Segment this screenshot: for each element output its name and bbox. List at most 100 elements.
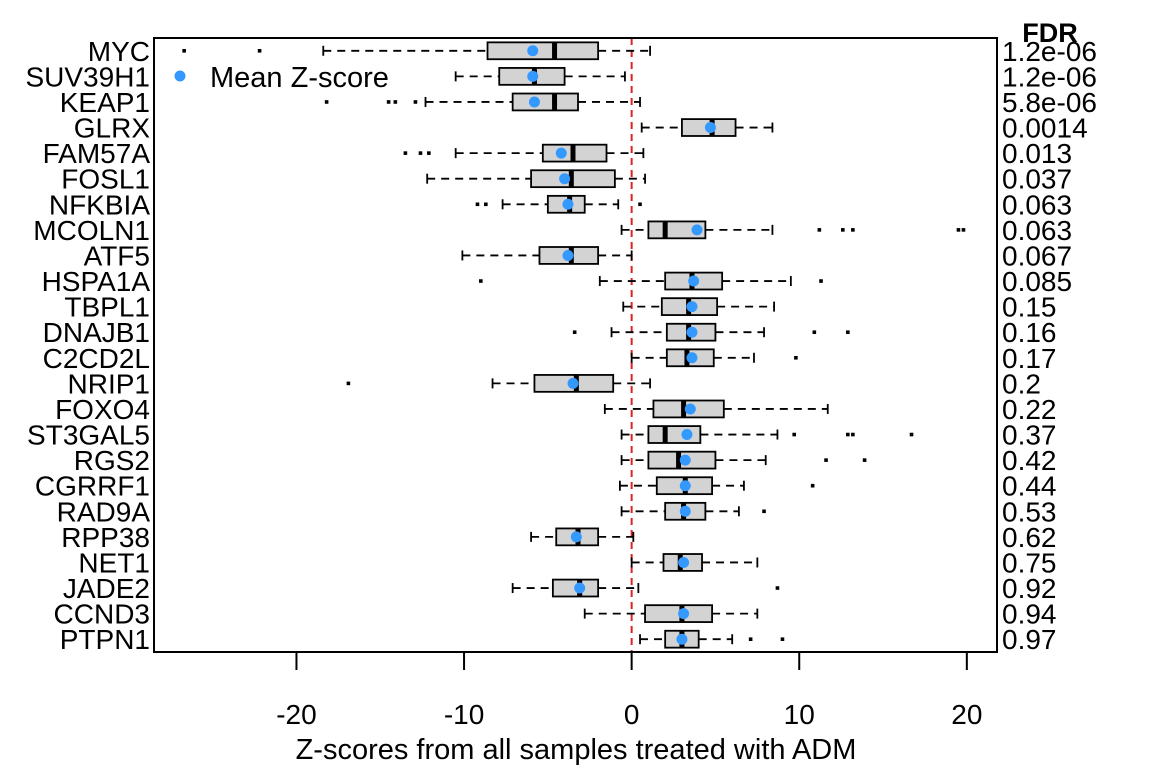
gene-label: TBPL1 [64, 292, 150, 323]
mean-point [562, 249, 574, 261]
box-c2cd2l [630, 348, 798, 368]
fdr-value: 1.2e-06 [1002, 61, 1097, 92]
fdr-value: 0.44 [1002, 471, 1057, 502]
outlier-point [413, 100, 418, 104]
mean-point [555, 147, 567, 159]
outlier-point [824, 458, 828, 462]
fdr-value: 0.037 [1002, 164, 1072, 195]
gene-label: ST3GAL5 [27, 420, 150, 451]
fdr-value: 0.085 [1002, 266, 1072, 297]
mean-point [567, 377, 579, 389]
outlier-point [762, 509, 766, 514]
x-tick-label: -10 [444, 699, 484, 730]
mean-point [686, 301, 698, 313]
gene-label: MCOLN1 [33, 215, 150, 246]
box-jade2 [511, 578, 780, 598]
box-keap1 [324, 92, 641, 112]
mean-point [562, 198, 574, 210]
fdr-value: 0.42 [1002, 445, 1057, 476]
outlier-point [846, 330, 850, 335]
outlier-point [257, 48, 262, 53]
mean-point [688, 275, 700, 287]
outlier-point [386, 100, 391, 104]
outlier-point [794, 355, 798, 360]
fdr-value: 0.067 [1002, 240, 1072, 271]
gene-label: GLRX [74, 113, 151, 144]
fdr-value: 0.17 [1002, 343, 1057, 374]
fdr-value: 0.75 [1002, 547, 1057, 578]
iqr-box [647, 425, 702, 444]
mean-point [681, 429, 693, 441]
outlier-point [851, 432, 855, 437]
box-hspa1a [479, 271, 823, 291]
mean-point [678, 608, 690, 620]
gene-label: HSPA1A [42, 266, 151, 297]
outlier-point [324, 100, 329, 104]
gene-label: JADE2 [63, 573, 150, 604]
outlier-point [846, 432, 850, 437]
gene-label: RGS2 [74, 445, 150, 476]
gene-label: SUV39H1 [25, 61, 150, 92]
mean-point [570, 531, 582, 543]
mean-point [679, 454, 691, 466]
outlier-point [956, 228, 961, 232]
box-glrx [640, 118, 774, 137]
mean-point [686, 326, 698, 338]
fdr-value: 0.063 [1002, 215, 1072, 246]
mean-point [686, 352, 698, 364]
gene-label: CCND3 [54, 599, 150, 630]
outlier-point [961, 228, 966, 232]
legend-label: Mean Z-score [210, 62, 389, 94]
fdr-value: 5.8e-06 [1002, 87, 1097, 118]
x-tick-label: 20 [951, 699, 982, 730]
outlier-point [638, 202, 642, 207]
fdr-value: 0.97 [1002, 624, 1057, 655]
gene-label: KEAP1 [60, 87, 150, 118]
fdr-value: 0.53 [1002, 496, 1057, 527]
outlier-point [182, 48, 186, 53]
mean-point [679, 505, 691, 517]
outlier-point [812, 330, 817, 335]
box-rad9a [620, 501, 766, 521]
fdr-value: 0.0014 [1002, 113, 1088, 144]
fdr-value: 0.16 [1002, 317, 1057, 348]
box-net1 [630, 553, 759, 572]
box-atf5 [461, 246, 633, 265]
fdr-value: 0.92 [1002, 573, 1057, 604]
plot-frame [153, 37, 998, 653]
gene-label: MYC [88, 36, 150, 67]
fdr-labels: 1.2e-061.2e-065.8e-060.00140.0130.0370.0… [1002, 36, 1097, 655]
gene-label: FOSL1 [61, 164, 150, 195]
fdr-value: 0.15 [1002, 292, 1057, 323]
gene-label: RAD9A [57, 496, 151, 527]
box-ptpn1 [639, 629, 785, 649]
outlier-point [810, 483, 815, 488]
box-fam57a [403, 143, 645, 163]
fdr-value: 0.013 [1002, 138, 1072, 169]
gene-labels: MYCSUV39H1KEAP1GLRXFAM57AFOSL1NFKBIAMCOL… [25, 36, 150, 655]
box-myc [182, 41, 651, 61]
fdr-value: 1.2e-06 [1002, 36, 1097, 67]
mean-point [678, 556, 690, 568]
box-rgs2 [620, 450, 867, 470]
iqr-box [647, 220, 707, 240]
fdr-axis-title: FDR [1022, 18, 1078, 48]
gene-label: NFKBIA [49, 189, 150, 220]
mean-point [704, 122, 716, 134]
outlier-point [393, 100, 398, 104]
gene-label: FOXO4 [55, 394, 150, 425]
mean-point [679, 480, 691, 492]
outlier-point [841, 228, 845, 232]
legend-mean-marker [174, 70, 186, 82]
box-fosl1 [426, 169, 646, 189]
outlier-point [346, 381, 351, 386]
legend: Mean Z-score [174, 62, 389, 94]
mean-point [676, 633, 688, 645]
iqr-box [511, 92, 579, 112]
fdr-value: 0.94 [1002, 599, 1057, 630]
fdr-value: 0.2 [1002, 368, 1041, 399]
boxes-layer [182, 41, 966, 649]
box-cgrrf1 [619, 476, 815, 496]
outlier-point [909, 432, 914, 437]
